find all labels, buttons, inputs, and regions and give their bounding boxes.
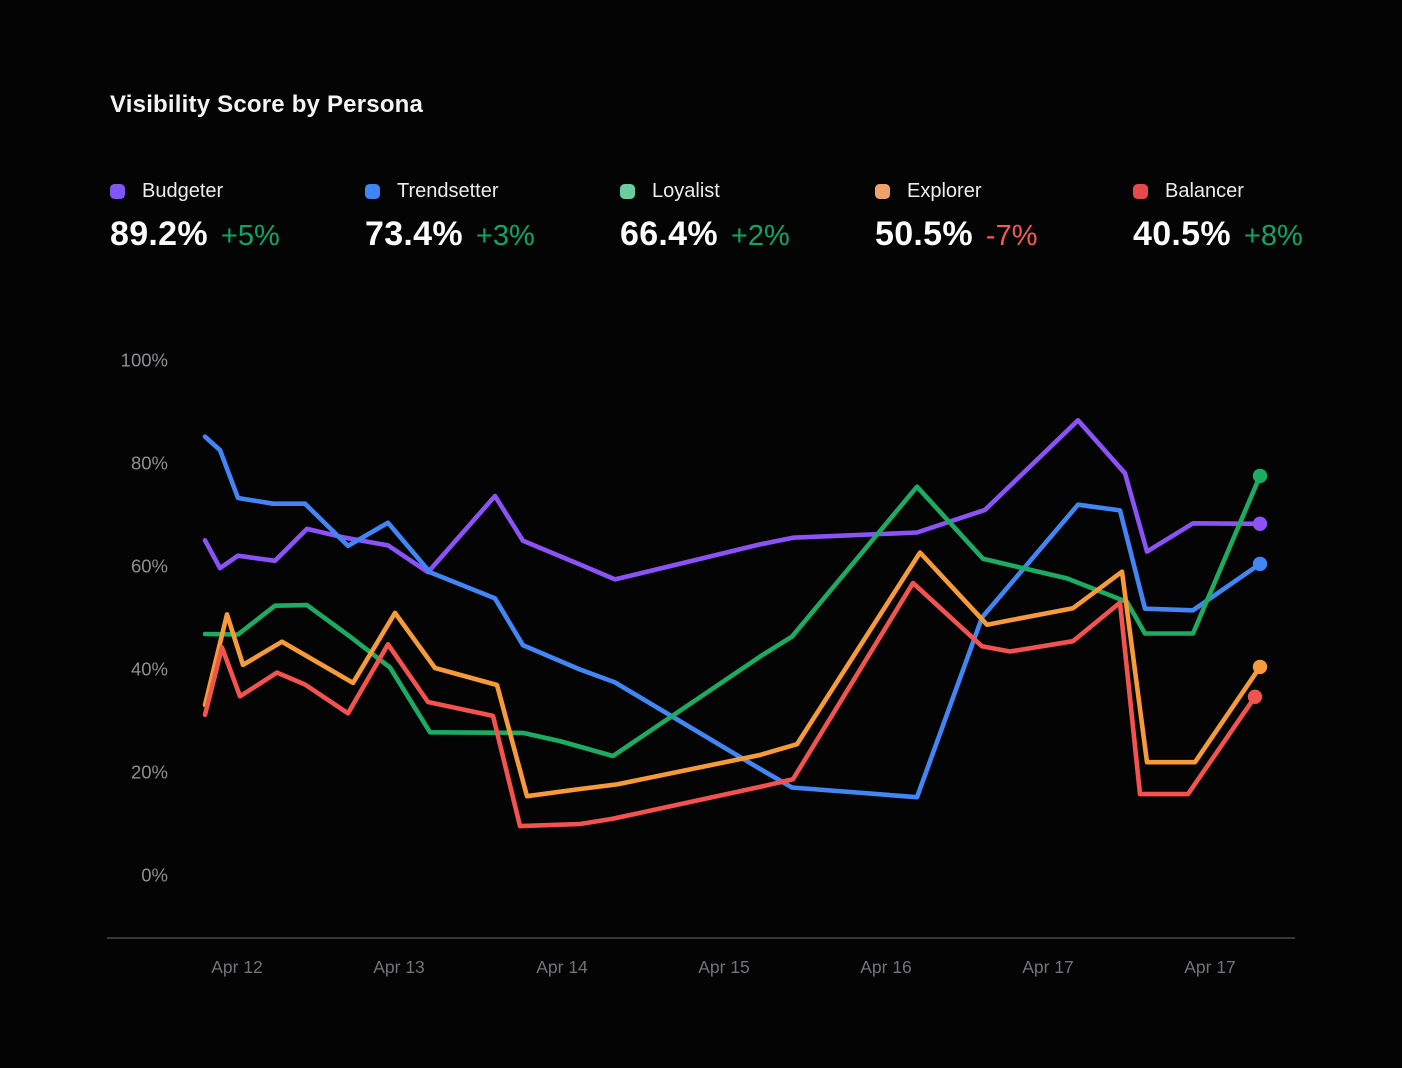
y-axis-tick-60: 60%	[131, 556, 168, 577]
legend-values-row: 40.5% +8%	[1133, 215, 1303, 254]
y-axis-tick-20: 20%	[131, 762, 168, 783]
legend-label-loyalist: Loyalist	[652, 180, 720, 202]
series-end-dot-balancer[interactable]	[1247, 689, 1263, 704]
x-axis-tick-0: Apr 12	[211, 957, 263, 977]
legend-item-balancer[interactable]: Balancer 40.5% +8%	[1133, 180, 1303, 254]
legend-item-header: Explorer	[875, 180, 1037, 203]
x-axis-tick-3: Apr 15	[698, 957, 750, 977]
legend-item-header: Budgeter	[110, 180, 280, 203]
legend-value-trendsetter: 73.4%	[365, 215, 463, 253]
legend-values-row: 50.5% -7%	[875, 215, 1037, 254]
legend-item-trendsetter[interactable]: Trendsetter 73.4% +3%	[365, 180, 535, 254]
series-line-budgeter[interactable]	[202, 417, 1263, 582]
series-end-dot-explorer[interactable]	[1252, 659, 1268, 675]
page-title: Visibility Score by Persona	[110, 91, 424, 118]
legend-delta-loyalist: +2%	[730, 220, 790, 252]
legend-swatch-budgeter	[110, 184, 125, 199]
legend-item-budgeter[interactable]: Budgeter 89.2% +5%	[110, 180, 280, 254]
legend-values-row: 66.4% +2%	[620, 215, 790, 254]
series-end-dot-budgeter[interactable]	[1252, 516, 1268, 531]
legend-swatch-balancer	[1133, 184, 1148, 199]
legend-label-explorer: Explorer	[907, 180, 982, 202]
legend-swatch-trendsetter	[365, 184, 380, 199]
series-end-dot-trendsetter[interactable]	[1252, 556, 1268, 572]
legend-value-balancer: 40.5%	[1133, 215, 1231, 253]
legend-item-header: Loyalist	[620, 180, 790, 203]
legend-swatch-explorer	[875, 184, 890, 199]
legend-values-row: 73.4% +3%	[365, 215, 535, 254]
legend-delta-explorer: -7%	[985, 220, 1038, 252]
legend-value-budgeter: 89.2%	[110, 215, 208, 253]
legend-value-loyalist: 66.4%	[620, 215, 718, 253]
y-axis-tick-100: 100%	[121, 350, 168, 371]
legend-item-header: Balancer	[1133, 180, 1303, 203]
series-line-explorer[interactable]	[202, 550, 1263, 799]
y-axis-tick-80: 80%	[131, 453, 168, 474]
legend-label-budgeter: Budgeter	[142, 180, 224, 202]
legend-delta-budgeter: +5%	[220, 220, 280, 252]
x-axis-tick-2: Apr 14	[536, 957, 588, 977]
y-axis-tick-40: 40%	[131, 659, 168, 680]
legend-delta-balancer: +8%	[1243, 220, 1303, 252]
series-line-trendsetter[interactable]	[202, 434, 1263, 800]
legend-item-explorer[interactable]: Explorer 50.5% -7%	[875, 180, 1037, 254]
y-axis-tick-0: 0%	[141, 865, 168, 886]
x-axis-tick-4: Apr 16	[860, 957, 912, 977]
legend-value-explorer: 50.5%	[875, 215, 973, 253]
series-end-dot-loyalist[interactable]	[1252, 468, 1268, 484]
x-axis-tick-5: Apr 17	[1022, 957, 1074, 977]
legend-item-header: Trendsetter	[365, 180, 535, 203]
legend-swatch-loyalist	[620, 184, 635, 199]
legend-label-trendsetter: Trendsetter	[397, 180, 499, 202]
legend-values-row: 89.2% +5%	[110, 215, 280, 254]
legend-label-balancer: Balancer	[1165, 180, 1244, 202]
legend-delta-trendsetter: +3%	[475, 220, 535, 252]
series-line-balancer[interactable]	[202, 580, 1258, 829]
x-axis-tick-1: Apr 13	[373, 957, 425, 977]
x-axis-tick-6: Apr 17	[1184, 957, 1236, 977]
legend-item-loyalist[interactable]: Loyalist 66.4% +2%	[620, 180, 790, 254]
